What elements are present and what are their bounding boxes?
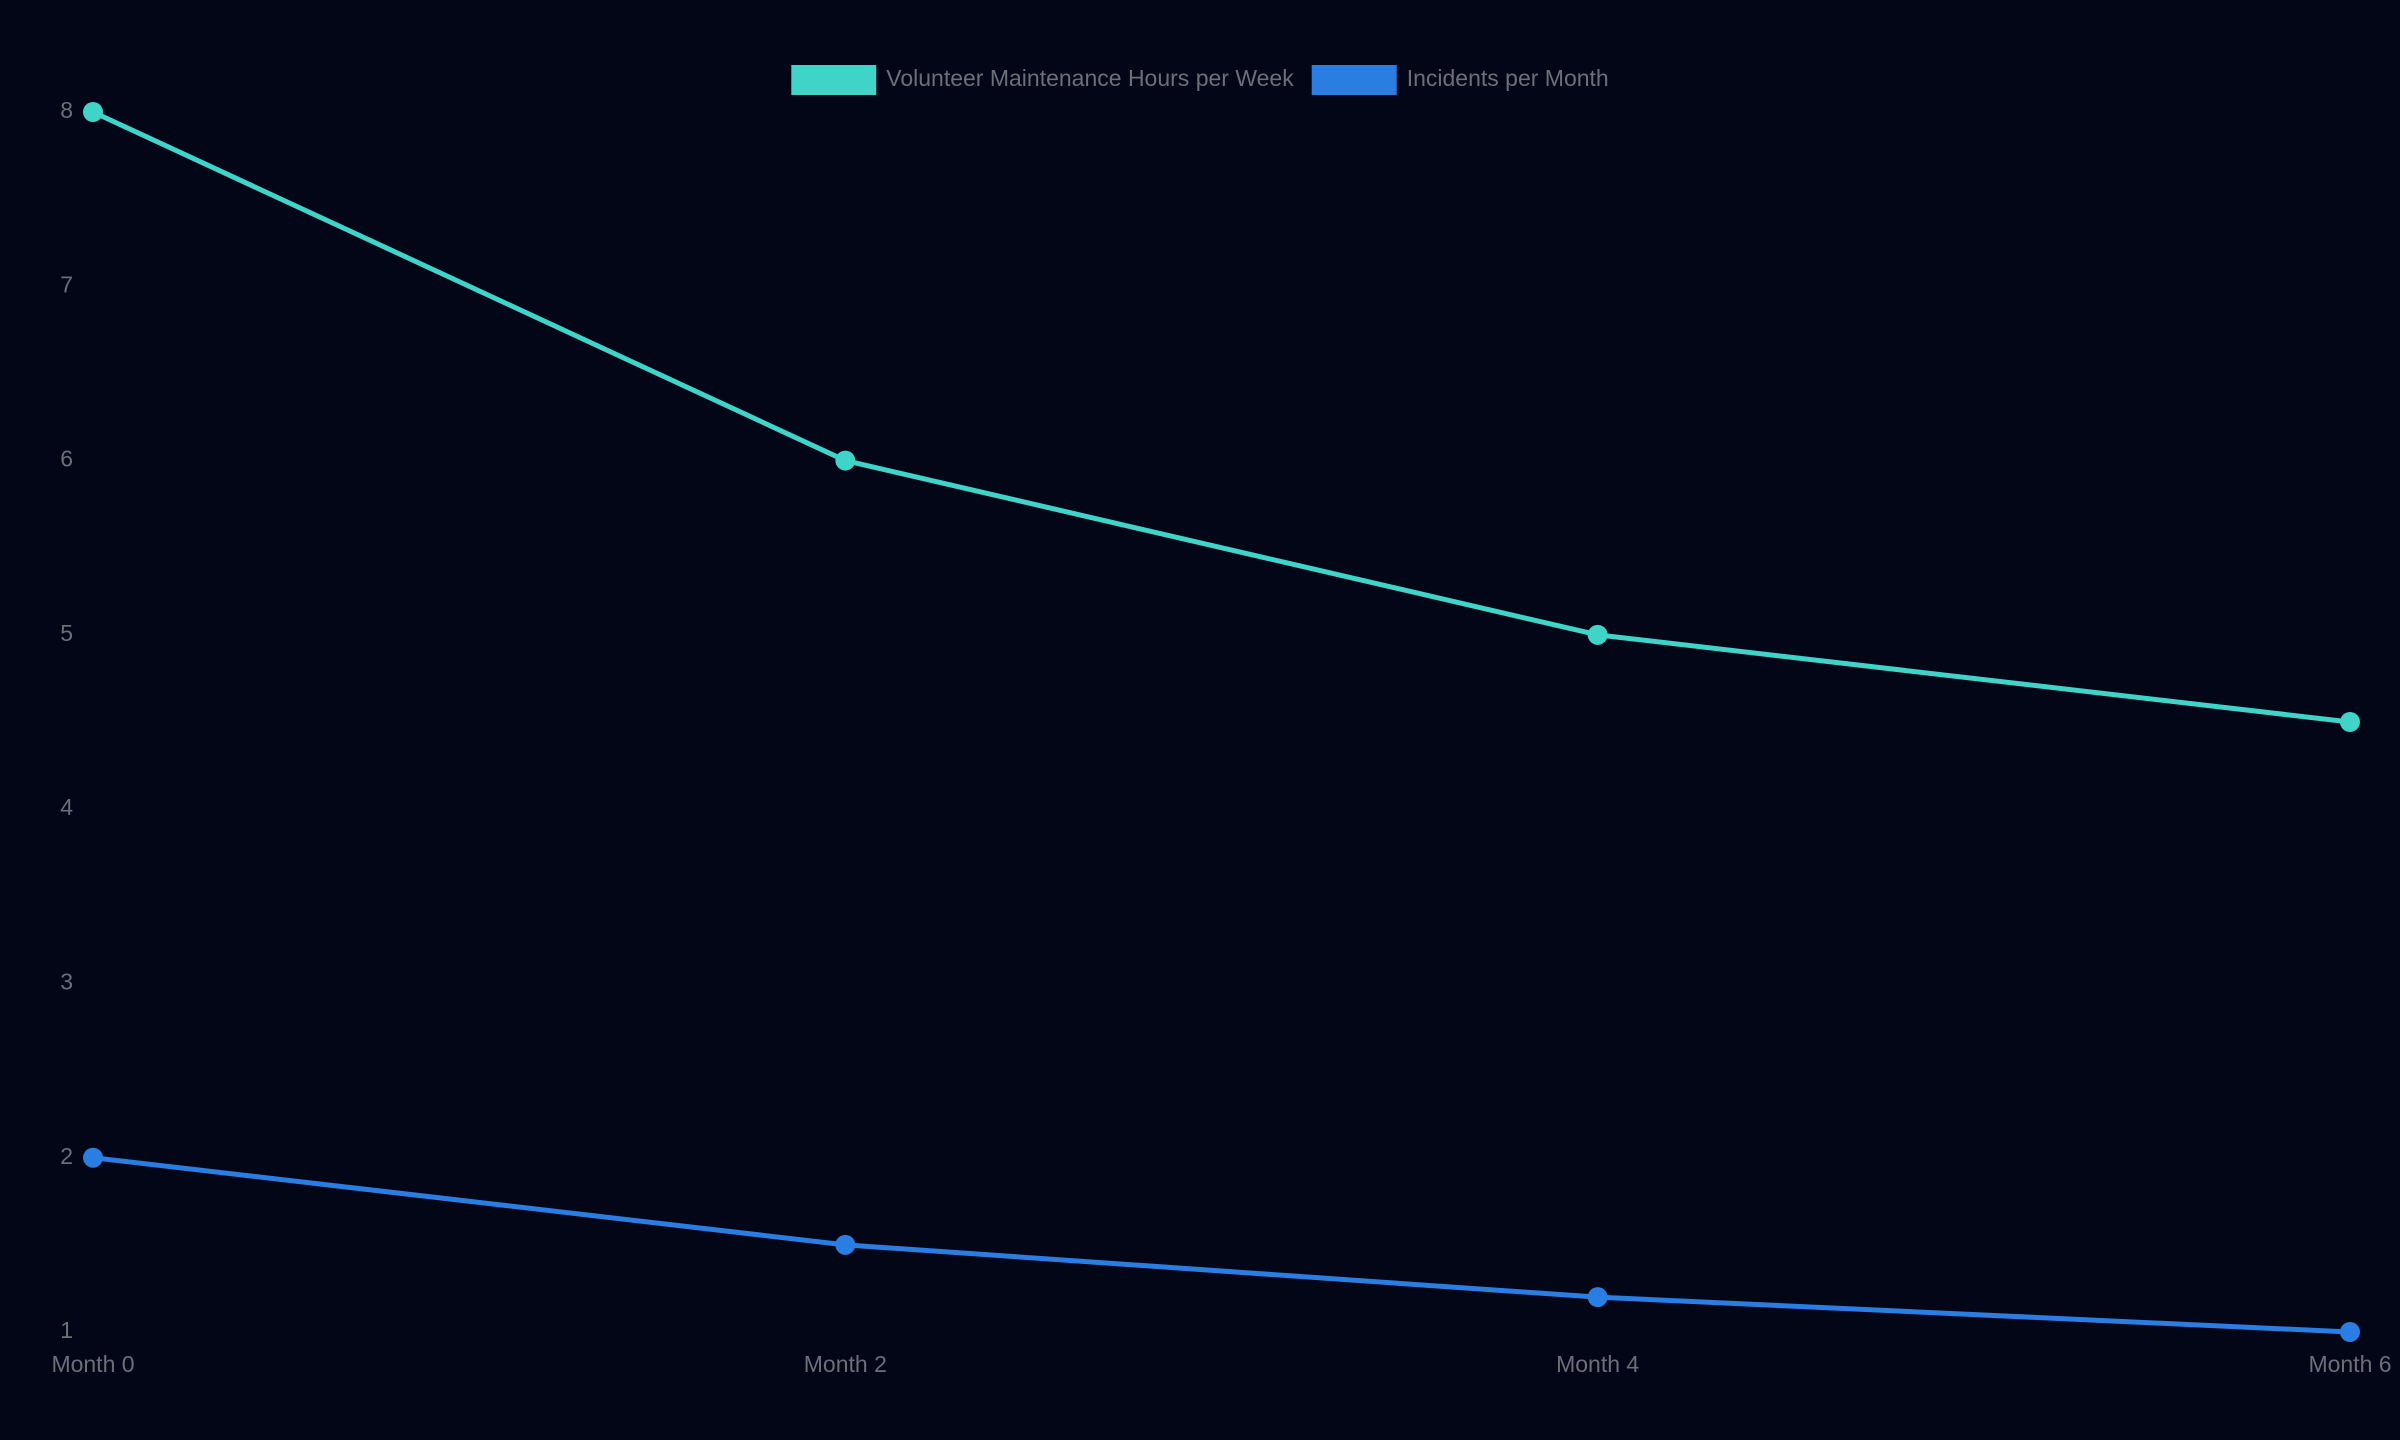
data-point — [83, 102, 103, 122]
x-tick-label: Month 4 — [1556, 1351, 1639, 1377]
y-tick-label: 6 — [60, 446, 73, 472]
legend-label: Incidents per Month — [1407, 65, 1609, 91]
x-tick-label: Month 2 — [804, 1351, 887, 1377]
series-line — [91, 109, 2351, 725]
y-tick-label: 7 — [60, 271, 73, 297]
legend-swatch — [1311, 65, 1397, 95]
legend-label: Volunteer Maintenance Hours per Week — [886, 65, 1294, 91]
data-point — [83, 1147, 103, 1168]
x-tick-label: Month 6 — [2308, 1351, 2391, 1377]
data-point — [1587, 624, 1608, 645]
y-tick-label: 1 — [60, 1317, 73, 1343]
data-point — [2340, 712, 2360, 732]
data-point — [2340, 1322, 2360, 1342]
legend-swatch — [791, 65, 877, 95]
y-tick-label: 4 — [60, 794, 73, 820]
y-tick-label: 8 — [60, 97, 73, 123]
data-point — [835, 450, 856, 471]
legend: Volunteer Maintenance Hours per Week Inci… — [791, 65, 1609, 95]
y-tick-label: 3 — [60, 969, 73, 995]
x-tick-label: Month 0 — [51, 1351, 134, 1377]
y-tick-label: 5 — [60, 620, 73, 646]
y-tick-label: 2 — [60, 1143, 73, 1169]
data-point — [835, 1234, 856, 1255]
data-point — [1587, 1287, 1608, 1308]
series-line — [92, 1155, 2351, 1335]
